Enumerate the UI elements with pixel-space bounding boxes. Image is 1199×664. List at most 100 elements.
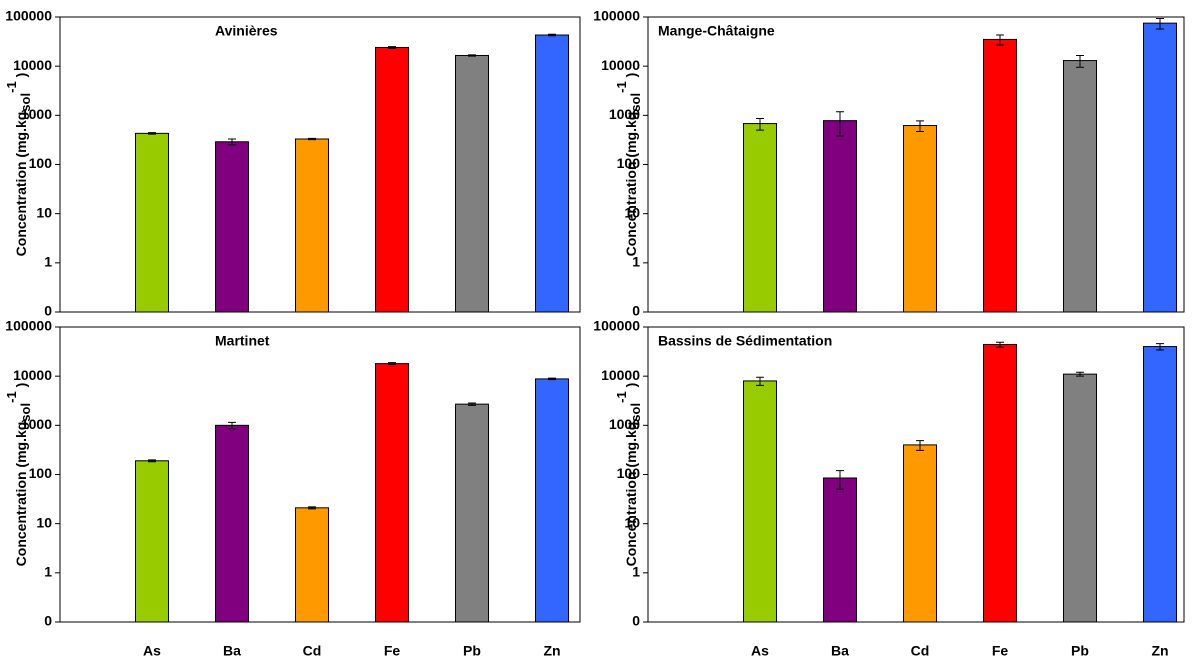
x-tick-label: As bbox=[143, 643, 161, 659]
error-bar bbox=[228, 421, 236, 430]
plot-frame bbox=[647, 16, 1185, 313]
bar bbox=[823, 120, 857, 313]
bar bbox=[983, 344, 1017, 623]
y-tick-label: 10000 bbox=[13, 367, 52, 383]
bar bbox=[135, 460, 169, 623]
y-tick-label: 100000 bbox=[5, 318, 52, 334]
bar bbox=[1063, 373, 1097, 623]
y-axis-label: Concentration (mg.kgsol-1) bbox=[4, 73, 33, 257]
y-tick-label: 100 bbox=[29, 155, 53, 171]
plot-frame bbox=[59, 16, 581, 313]
y-tick-label: 10 bbox=[36, 514, 52, 530]
error-bar bbox=[548, 33, 556, 37]
error-bar bbox=[468, 402, 476, 406]
y-tick-label: 100 bbox=[29, 465, 53, 481]
x-tick-label: Cd bbox=[911, 643, 930, 659]
bar bbox=[215, 141, 249, 313]
x-tick-label: Cd bbox=[303, 643, 322, 659]
y-axis-label-end: ) bbox=[623, 383, 639, 388]
y-tick-label: 1 bbox=[632, 254, 640, 270]
bar bbox=[535, 34, 569, 313]
error-bar bbox=[996, 34, 1004, 46]
plot-frame bbox=[59, 326, 581, 623]
bar bbox=[903, 444, 937, 623]
y-tick-label: 0 bbox=[44, 303, 52, 319]
y-tick-label: 10000 bbox=[13, 57, 52, 73]
error-bar bbox=[916, 440, 924, 451]
y-tick-label: 1000 bbox=[21, 416, 52, 432]
y-tick-label: 1000 bbox=[609, 106, 640, 122]
error-bar bbox=[228, 138, 236, 146]
y-tick-label: 1 bbox=[44, 564, 52, 580]
y-tick-label: 10 bbox=[36, 204, 52, 220]
bar bbox=[135, 132, 169, 313]
bar bbox=[455, 54, 489, 313]
error-bar bbox=[468, 54, 476, 57]
y-axis-label-sup: -1 bbox=[4, 81, 19, 93]
x-tick-label: Ba bbox=[831, 643, 849, 659]
bar bbox=[1143, 22, 1177, 313]
bar bbox=[743, 123, 777, 313]
x-tick-label: Pb bbox=[463, 643, 481, 659]
y-tick-label: 1000 bbox=[609, 416, 640, 432]
y-tick-label: 100 bbox=[617, 465, 641, 481]
x-tick-label: Pb bbox=[1071, 643, 1089, 659]
y-axis-label: Concentration (mg.kgsol-1) bbox=[614, 73, 643, 257]
y-axis-label-main: Concentration (mg.kg bbox=[13, 422, 29, 567]
y-tick-label: 1 bbox=[44, 254, 52, 270]
y-axis-label-sub: sol bbox=[628, 93, 643, 112]
y-axis-label-end: ) bbox=[623, 73, 639, 78]
error-bar bbox=[388, 362, 396, 366]
y-axis-label-sub: sol bbox=[18, 403, 33, 422]
error-bar bbox=[388, 46, 396, 49]
y-axis-label: Concentration (mg.kgsol-1) bbox=[614, 383, 643, 567]
error-bar bbox=[836, 470, 844, 490]
y-tick-label: 100 bbox=[617, 155, 641, 171]
y-axis-label-end: ) bbox=[13, 383, 29, 388]
panel-title: Mange-Châtaigne bbox=[658, 23, 775, 39]
error-bar bbox=[308, 137, 316, 141]
bar bbox=[295, 138, 329, 313]
bar bbox=[535, 378, 569, 623]
y-tick-label: 100000 bbox=[593, 8, 640, 24]
y-tick-label: 10000 bbox=[601, 57, 640, 73]
y-tick-label: 0 bbox=[632, 613, 640, 629]
error-bar bbox=[756, 118, 764, 131]
x-tick-label: Ba bbox=[223, 643, 241, 659]
panel-title: Martinet bbox=[215, 333, 270, 349]
bar bbox=[455, 403, 489, 623]
error-bar bbox=[1156, 18, 1164, 30]
y-tick-label: 1 bbox=[632, 564, 640, 580]
y-axis-label-end: ) bbox=[13, 73, 29, 78]
y-tick-label: 100000 bbox=[5, 8, 52, 24]
x-tick-label: Zn bbox=[1151, 643, 1168, 659]
error-bar bbox=[1076, 54, 1084, 68]
y-tick-label: 0 bbox=[44, 613, 52, 629]
y-axis-label-sub: sol bbox=[628, 403, 643, 422]
x-tick-label: Fe bbox=[384, 643, 401, 659]
error-bar bbox=[756, 376, 764, 386]
error-bar bbox=[148, 459, 156, 463]
x-tick-label: Zn bbox=[543, 643, 560, 659]
y-axis-label-main: Concentration (mg.kg bbox=[623, 112, 639, 257]
y-tick-label: 1000 bbox=[21, 106, 52, 122]
bar bbox=[823, 477, 857, 623]
y-axis-label-sup: -1 bbox=[4, 391, 19, 403]
panel-title: Avinières bbox=[215, 23, 278, 39]
error-bar bbox=[836, 111, 844, 137]
bar bbox=[1143, 346, 1177, 623]
y-axis-label-sub: sol bbox=[18, 93, 33, 112]
error-bar bbox=[996, 341, 1004, 348]
y-tick-label: 10000 bbox=[601, 367, 640, 383]
bar bbox=[295, 507, 329, 623]
y-tick-label: 100000 bbox=[593, 318, 640, 334]
y-axis-label: Concentration (mg.kgsol-1) bbox=[4, 383, 33, 567]
bar bbox=[1063, 60, 1097, 313]
bar bbox=[983, 38, 1017, 313]
bar bbox=[215, 424, 249, 623]
error-bar bbox=[148, 132, 156, 135]
error-bar bbox=[1156, 343, 1164, 351]
y-axis-label-main: Concentration (mg.kg bbox=[623, 422, 639, 567]
y-axis-label-sup: -1 bbox=[614, 391, 629, 403]
